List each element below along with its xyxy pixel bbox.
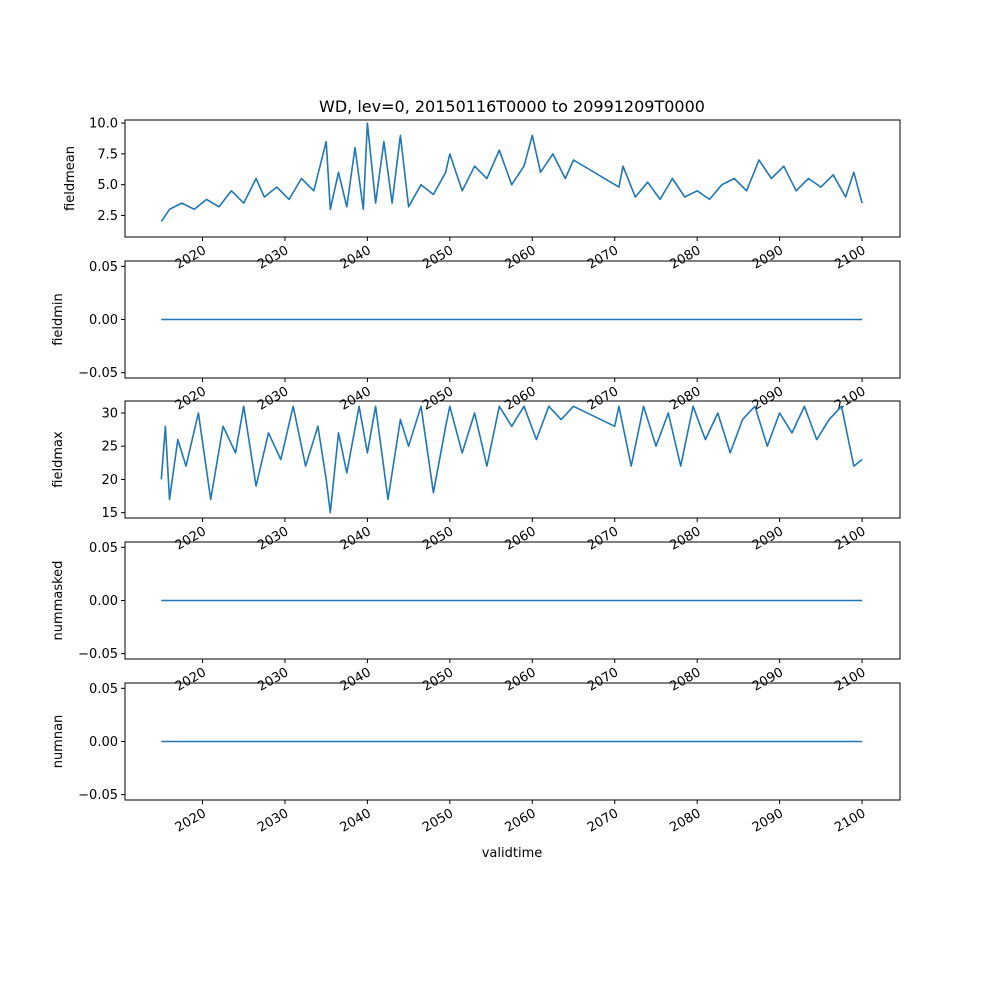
y-axis-label: fieldmean bbox=[63, 146, 78, 211]
axes-frame bbox=[124, 682, 901, 801]
x-tick-label: 2070 bbox=[585, 806, 621, 836]
x-tick-label: 2090 bbox=[750, 243, 786, 273]
x-tick-label: 2020 bbox=[173, 524, 209, 554]
y-tick-label: 25 bbox=[101, 440, 118, 455]
x-tick-label: 2060 bbox=[503, 665, 539, 695]
axes-frame bbox=[124, 400, 901, 519]
x-tick-label: 2100 bbox=[832, 524, 868, 554]
y-tick-label: −0.05 bbox=[78, 366, 118, 381]
y-tick-label: 2.5 bbox=[97, 209, 118, 224]
axes-frame bbox=[124, 119, 901, 238]
y-tick-label: 7.5 bbox=[97, 147, 118, 162]
panel-nummasked: −0.05 0.00 0.05 2020 2030 2040 2050 2060 2070 208… bbox=[51, 541, 901, 695]
x-tick-label: 2050 bbox=[420, 243, 456, 273]
x-tick-label: 2080 bbox=[667, 384, 703, 414]
x-tick-label: 2070 bbox=[585, 665, 621, 695]
axes-frame bbox=[124, 260, 901, 379]
x-tick-label: 2020 bbox=[173, 806, 209, 836]
series-line-fieldmax bbox=[160, 405, 863, 514]
x-tick-label: 2050 bbox=[420, 806, 456, 836]
y-tick-label: 0.00 bbox=[89, 735, 118, 750]
x-tick-label: 2030 bbox=[255, 384, 291, 414]
y-axis-label: fieldmin bbox=[51, 293, 66, 346]
x-tick-label: 2100 bbox=[832, 243, 868, 273]
panel-fieldmean: 2.5 5.0 7.5 10.0 2020 2030 2040 2050 2060 2070 208… bbox=[63, 117, 901, 273]
x-tick-label: 2060 bbox=[503, 243, 539, 273]
y-axis-label: numnan bbox=[51, 715, 66, 769]
x-tick-label: 2060 bbox=[503, 384, 539, 414]
y-tick-label: −0.05 bbox=[78, 647, 118, 662]
y-tick-label: 10.0 bbox=[89, 117, 118, 132]
series-line-fieldmean bbox=[160, 122, 863, 223]
y-tick-label: 15 bbox=[101, 506, 118, 521]
x-tick-label: 2040 bbox=[338, 384, 374, 414]
x-tick-label: 2060 bbox=[503, 524, 539, 554]
y-tick-label: −0.05 bbox=[78, 788, 118, 803]
chart-title: WD, lev=0, 20150116T0000 to 20991209T000… bbox=[319, 97, 705, 116]
x-tick-label: 2080 bbox=[667, 806, 703, 836]
x-tick-label: 2070 bbox=[585, 524, 621, 554]
x-tick-label: 2030 bbox=[255, 665, 291, 695]
x-tick-label: 2020 bbox=[173, 384, 209, 414]
x-tick-label: 2040 bbox=[338, 806, 374, 836]
x-tick-label: 2040 bbox=[338, 665, 374, 695]
x-tick-label: 2100 bbox=[832, 806, 868, 836]
panel-fieldmax: 15 20 25 30 2020 2030 2040 2050 2060 2070 2080 2090… bbox=[51, 400, 901, 554]
x-tick-label: 2040 bbox=[338, 243, 374, 273]
axes-frame bbox=[124, 541, 901, 660]
x-tick-label: 2020 bbox=[173, 665, 209, 695]
x-tick-label: 2030 bbox=[255, 524, 291, 554]
x-tick-label: 2070 bbox=[585, 384, 621, 414]
y-axis-label: fieldmax bbox=[51, 431, 66, 488]
y-tick-label: 0.05 bbox=[89, 541, 118, 556]
x-tick-label: 2020 bbox=[173, 243, 209, 273]
x-tick-label: 2030 bbox=[255, 806, 291, 836]
x-tick-label: 2080 bbox=[667, 665, 703, 695]
y-tick-label: 0.00 bbox=[89, 313, 118, 328]
x-tick-label: 2090 bbox=[750, 665, 786, 695]
x-axis-label: validtime bbox=[482, 846, 543, 861]
x-tick-label: 2090 bbox=[750, 524, 786, 554]
x-tick-label: 2040 bbox=[338, 524, 374, 554]
y-tick-label: 30 bbox=[101, 406, 118, 421]
y-axis-label: nummasked bbox=[51, 561, 66, 641]
y-tick-label: 0.05 bbox=[89, 682, 118, 697]
x-tick-label: 2100 bbox=[832, 665, 868, 695]
panel-numnan: −0.05 0.00 0.05 2020 2030 2040 2050 2060 2070 208… bbox=[51, 682, 901, 836]
x-tick-label: 2080 bbox=[667, 243, 703, 273]
y-tick-label: 0.00 bbox=[89, 594, 118, 609]
y-tick-label: 20 bbox=[101, 473, 118, 488]
x-tick-label: 2050 bbox=[420, 665, 456, 695]
x-tick-label: 2030 bbox=[255, 243, 291, 273]
y-tick-label: 0.05 bbox=[89, 260, 118, 275]
y-tick-label: 5.0 bbox=[97, 178, 118, 193]
x-tick-label: 2060 bbox=[503, 806, 539, 836]
x-tick-label: 2080 bbox=[667, 524, 703, 554]
x-tick-label: 2070 bbox=[585, 243, 621, 273]
x-tick-label: 2090 bbox=[750, 806, 786, 836]
x-tick-label: 2050 bbox=[420, 524, 456, 554]
